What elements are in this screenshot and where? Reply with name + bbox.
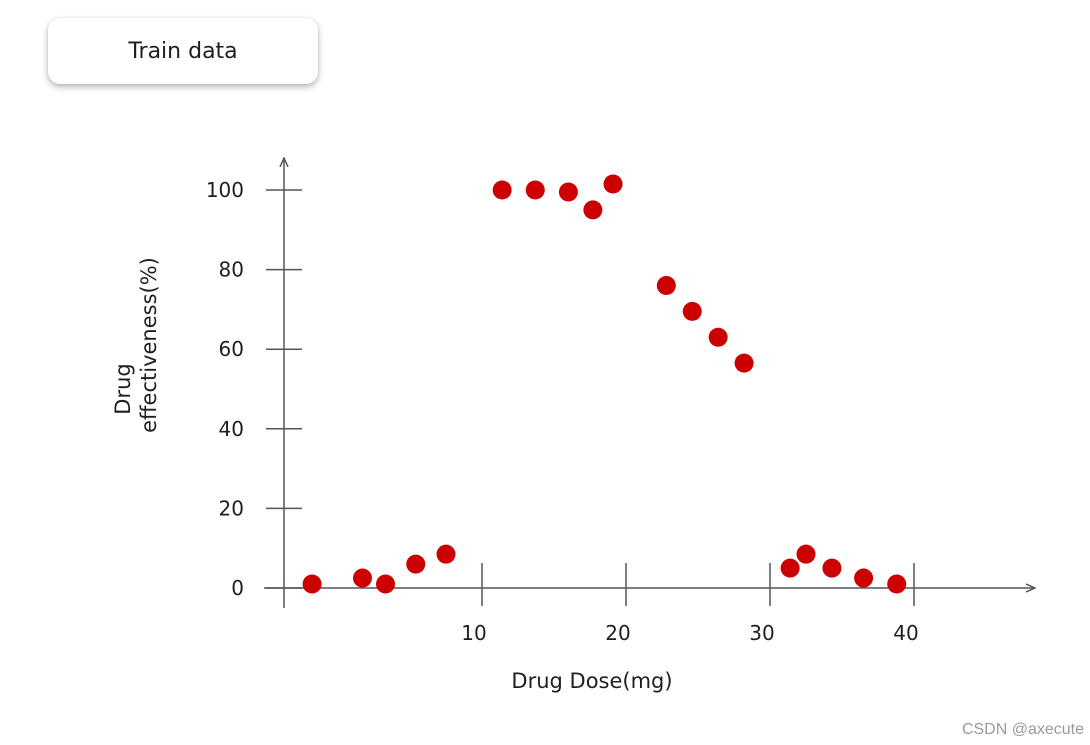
- data-point: [436, 544, 456, 564]
- data-point: [352, 568, 372, 588]
- data-point: [854, 568, 874, 588]
- data-point: [780, 558, 800, 578]
- data-point: [796, 544, 816, 564]
- x-tick-label: 20: [605, 621, 630, 645]
- data-point: [406, 554, 426, 574]
- x-tick-label: 10: [461, 621, 486, 645]
- data-point: [558, 182, 578, 202]
- data-point: [603, 174, 623, 194]
- watermark: CSDN @axecute: [961, 721, 1084, 738]
- data-point: [822, 558, 842, 578]
- data-point: [492, 180, 512, 200]
- badge-label: Train data: [128, 38, 238, 64]
- data-point: [734, 353, 754, 373]
- data-point: [682, 301, 702, 321]
- data-point: [887, 574, 907, 594]
- data-point: [376, 574, 396, 594]
- y-axis-title-line1: Drug: [111, 363, 135, 414]
- data-point: [708, 327, 728, 347]
- x-tick-label: 30: [749, 621, 774, 645]
- data-point: [583, 200, 603, 220]
- data-point: [656, 276, 676, 296]
- x-axis-title: Drug Dose(mg): [511, 669, 672, 693]
- data-point: [302, 574, 322, 594]
- y-tick-label: 100: [206, 178, 244, 202]
- y-axis-title-line2: effectiveness(%): [137, 257, 161, 433]
- y-tick-label: 20: [219, 496, 244, 520]
- y-tick-label: 0: [231, 576, 244, 600]
- y-tick-label: 40: [219, 417, 244, 441]
- y-tick-label: 80: [219, 258, 244, 282]
- x-tick-label: 40: [893, 621, 918, 645]
- data-point: [525, 180, 545, 200]
- y-tick-label: 60: [219, 337, 244, 361]
- train-data-badge: Train data: [48, 18, 318, 84]
